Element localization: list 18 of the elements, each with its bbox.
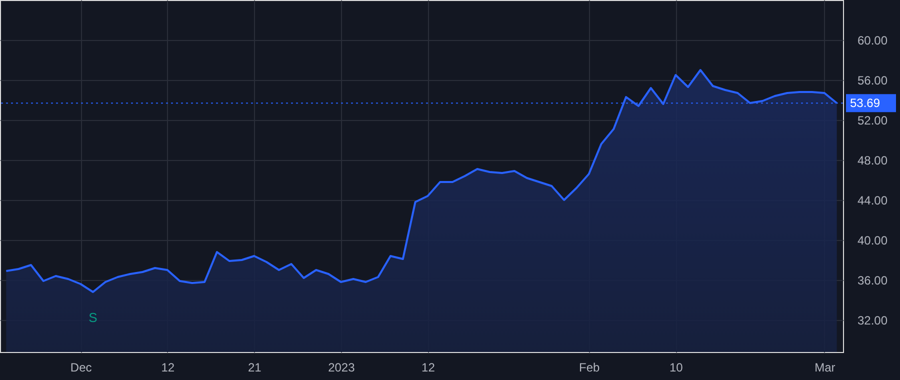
y-tick-label: 52.00 (858, 114, 888, 128)
y-tick-label: 32.00 (858, 314, 888, 328)
y-tick-label: 60.00 (858, 34, 888, 48)
x-tick-label: 12 (161, 360, 175, 374)
x-tick-label: Mar (814, 360, 836, 374)
x-tick-label: 21 (248, 360, 262, 374)
y-tick-label: 44.00 (858, 194, 888, 208)
y-tick-label: 40.00 (858, 234, 888, 248)
annotation: S (88, 310, 98, 325)
x-tick-label: 10 (669, 360, 684, 374)
ref-line-label: 53.69 (850, 96, 880, 110)
y-tick-label: 48.00 (858, 154, 888, 168)
x-tick-label: Dec (70, 360, 92, 374)
x-tick-label: Feb (579, 360, 600, 374)
y-tick-label: 36.00 (858, 274, 888, 288)
y-tick-label: 56.00 (858, 74, 888, 88)
x-tick-label: 2023 (328, 360, 356, 374)
x-tick-label: 12 (422, 360, 436, 374)
